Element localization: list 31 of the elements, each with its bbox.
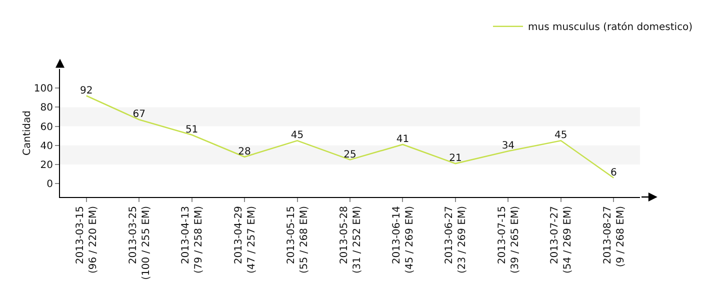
y-tick-label: 20	[40, 160, 53, 172]
x-tick-label: 2013-04-13 (79 / 258 EM)	[180, 206, 205, 274]
data-label: 45	[554, 130, 568, 142]
x-tick-label: 2013-04-29 (47 / 257 EM)	[233, 206, 258, 274]
data-label: 28	[238, 146, 251, 158]
x-tick-label: 2013-03-25 (100 / 255 EM)	[128, 206, 152, 280]
x-tick-label: 2013-08-27 (9 / 268 EM)	[602, 206, 626, 268]
data-label: 21	[449, 153, 462, 164]
legend-label: mus musculus (ratón domestico)	[528, 22, 693, 34]
data-label: 51	[185, 124, 198, 136]
y-tick-label: 0	[46, 179, 53, 190]
y-axis-title: Cantidad	[22, 110, 33, 156]
x-tick-label: 2013-05-15 (55 / 268 EM)	[286, 206, 310, 274]
data-label: 45	[290, 130, 304, 142]
x-tick-label: 2013-07-15 (39 / 265 EM)	[496, 206, 521, 274]
data-label: 41	[396, 134, 410, 145]
y-tick-label: 80	[40, 102, 53, 114]
y-tick-label: 40	[40, 140, 53, 152]
y-tick-label: 100	[34, 84, 53, 95]
data-label: 34	[502, 140, 515, 152]
x-tick-label: 2013-06-27 (23 / 269 EM)	[444, 206, 468, 274]
x-tick-label: 2013-05-28 (31 / 252 EM)	[338, 206, 363, 274]
data-label: 25	[344, 149, 356, 160]
y-tick-label: 60	[40, 122, 53, 133]
x-tick-label: 2013-07-27 (54 / 269 EM)	[550, 206, 574, 274]
x-tick-label: 2013-06-14 (45 / 269 EM)	[391, 206, 416, 274]
data-label: 67	[132, 109, 146, 120]
data-label: 92	[80, 85, 93, 96]
x-tick-label: 2013-03-15 (96 / 220 EM)	[75, 206, 100, 274]
line-series	[86, 95, 614, 179]
data-label: 6	[610, 167, 617, 178]
